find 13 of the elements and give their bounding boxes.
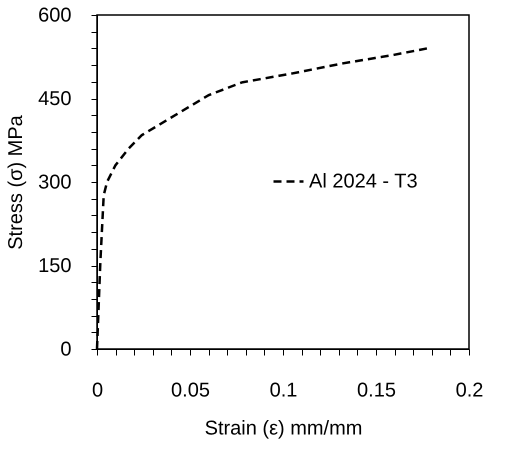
x-tick-label: 0.05 — [171, 380, 210, 402]
x-tick-label: 0.15 — [357, 380, 396, 402]
y-axis-title: Stress (σ) MPa — [5, 114, 28, 250]
x-tick-label: 0.2 — [456, 380, 484, 402]
y-tick-label: 600 — [38, 4, 72, 26]
legend-label: Al 2024 - T3 — [309, 170, 418, 192]
y-tick-label: 300 — [38, 172, 72, 194]
x-axis-title: Strain (ε) mm/mm — [204, 418, 362, 440]
x-tick-label: 0 — [92, 380, 104, 402]
y-tick-label: 150 — [38, 255, 72, 277]
y-tick-label: 0 — [60, 338, 72, 360]
y-tick-label: 450 — [38, 88, 72, 110]
x-tick-label: 0.1 — [270, 380, 298, 402]
